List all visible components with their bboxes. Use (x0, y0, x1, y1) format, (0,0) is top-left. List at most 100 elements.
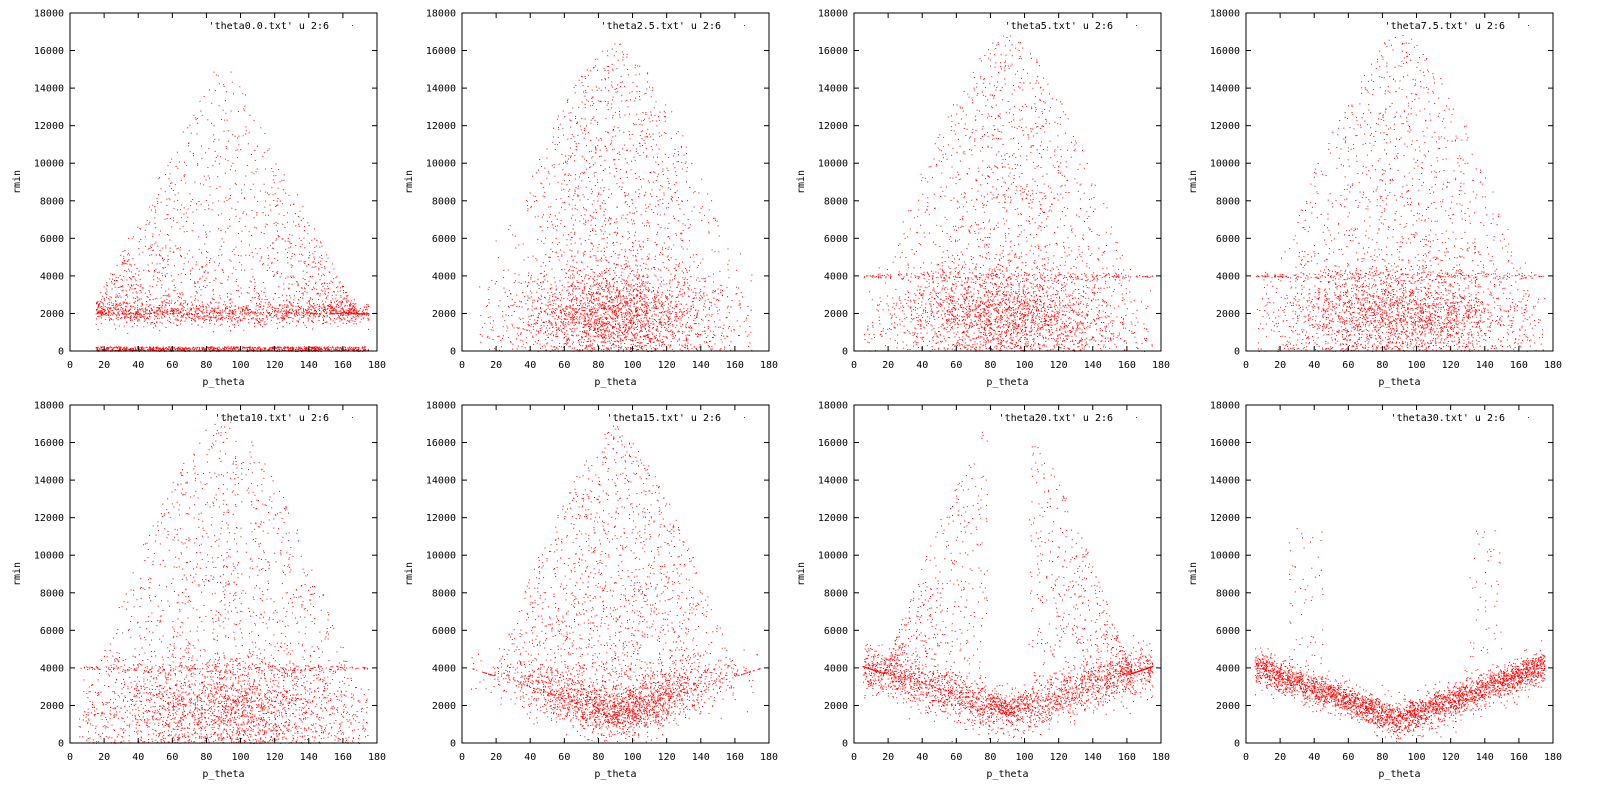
data-point (518, 335, 519, 336)
data-point (589, 346, 590, 347)
data-point (315, 263, 316, 264)
data-point (556, 238, 557, 239)
data-point (549, 299, 550, 300)
data-point (666, 328, 667, 329)
data-point (197, 281, 198, 282)
data-point (202, 317, 203, 318)
data-point (617, 221, 618, 222)
data-point (489, 338, 490, 339)
data-point (320, 306, 321, 307)
data-point (194, 283, 195, 284)
data-point (304, 279, 305, 280)
data-point (617, 318, 618, 319)
data-point (665, 112, 666, 113)
data-point (311, 321, 312, 322)
data-point (668, 181, 669, 182)
data-point (592, 216, 593, 217)
data-point (254, 314, 255, 315)
data-point (597, 303, 598, 304)
data-point (179, 162, 180, 163)
data-point (635, 340, 636, 341)
data-point (153, 349, 154, 350)
data-point (130, 287, 131, 288)
data-point (244, 197, 245, 198)
data-point (222, 348, 223, 349)
data-point (349, 311, 350, 312)
data-point (624, 301, 625, 302)
data-point (337, 348, 338, 349)
data-point (252, 172, 253, 173)
data-point (541, 183, 542, 184)
data-point (281, 273, 282, 274)
data-point (228, 141, 229, 142)
data-point (174, 279, 175, 280)
data-point (352, 320, 353, 321)
data-point (238, 290, 239, 291)
data-point (109, 311, 110, 312)
data-point (688, 296, 689, 297)
data-point (636, 310, 637, 311)
data-point (340, 281, 341, 282)
data-point (209, 260, 210, 261)
data-point (579, 317, 580, 318)
data-point (180, 349, 181, 350)
data-point (213, 310, 214, 311)
data-point (218, 315, 219, 316)
data-point (234, 254, 235, 255)
data-point (670, 318, 671, 319)
data-point (227, 293, 228, 294)
data-point (139, 348, 140, 349)
data-point (159, 177, 160, 178)
data-point (686, 339, 687, 340)
data-point (122, 349, 123, 350)
data-point (543, 262, 544, 263)
data-point (195, 348, 196, 349)
data-point (197, 165, 198, 166)
data-point (113, 303, 114, 304)
data-point (598, 297, 599, 298)
data-point (596, 150, 597, 151)
data-point (161, 255, 162, 256)
data-point (651, 196, 652, 197)
data-point (307, 292, 308, 293)
data-point (625, 330, 626, 331)
data-point (287, 315, 288, 316)
data-point (111, 347, 112, 348)
data-point (601, 306, 602, 307)
data-point (587, 323, 588, 324)
data-point (636, 178, 637, 179)
data-point (235, 269, 236, 270)
data-point (196, 203, 197, 204)
data-point (179, 349, 180, 350)
data-point (344, 297, 345, 298)
data-point (203, 184, 204, 185)
data-point (126, 294, 127, 295)
data-point (353, 306, 354, 307)
data-point (231, 111, 232, 112)
data-point (299, 312, 300, 313)
data-point (151, 349, 152, 350)
data-point (279, 214, 280, 215)
data-point (314, 316, 315, 317)
data-point (331, 308, 332, 309)
data-point (586, 99, 587, 100)
data-point (278, 311, 279, 312)
data-point (252, 297, 253, 298)
data-point (511, 342, 512, 343)
data-point (691, 306, 692, 307)
data-point (127, 304, 128, 305)
data-point (560, 321, 561, 322)
data-point (128, 253, 129, 254)
data-point (330, 347, 331, 348)
data-point (117, 280, 118, 281)
data-point (344, 306, 345, 307)
data-point (159, 330, 160, 331)
data-point (212, 346, 213, 347)
data-point (265, 288, 266, 289)
data-point (190, 151, 191, 152)
data-point (312, 253, 313, 254)
data-point (368, 315, 369, 316)
data-point (640, 325, 641, 326)
data-point (629, 316, 630, 317)
data-point (171, 275, 172, 276)
